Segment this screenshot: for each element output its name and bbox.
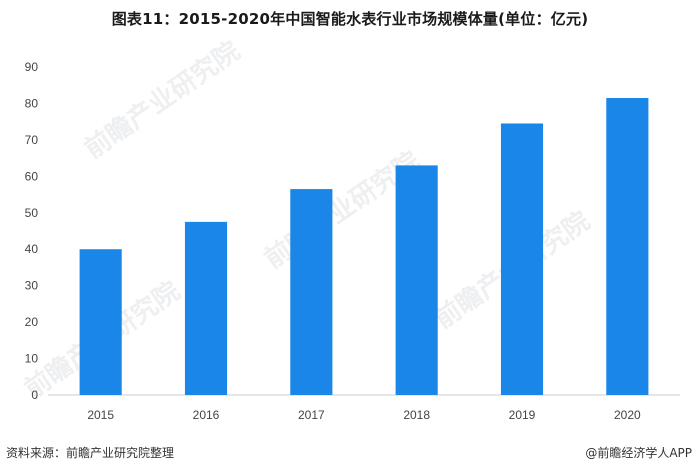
bar-2019	[500, 123, 544, 395]
y-tick-label: 80	[25, 96, 39, 110]
y-tick-label: 10	[25, 352, 39, 366]
y-tick-label: 0	[31, 388, 38, 402]
x-tick-label: 2016	[193, 408, 220, 422]
bar-2017	[290, 189, 333, 395]
bar-2016	[184, 221, 228, 395]
x-tick-label: 2019	[509, 408, 536, 422]
bar-2018	[395, 165, 438, 395]
y-tick-label: 70	[25, 133, 39, 147]
y-tick-label: 90	[25, 60, 39, 74]
source-note: 资料来源：前瞻产业研究院整理	[6, 446, 175, 460]
y-tick-label: 60	[25, 169, 39, 183]
x-tick-label: 2015	[87, 408, 114, 422]
bar-2015	[79, 249, 122, 395]
y-tick-label: 20	[25, 315, 39, 329]
y-tick-label: 50	[25, 206, 39, 220]
y-tick-label: 30	[25, 279, 39, 293]
bar-2020	[606, 97, 649, 395]
x-tick-label: 2017	[298, 408, 325, 422]
y-tick-label: 40	[25, 242, 39, 256]
brand-credit: @前瞻经济学人APP	[585, 444, 692, 461]
chart-title: 图表11：2015-2020年中国智能水表行业市场规模体量(单位：亿元)	[111, 10, 589, 28]
x-tick-label: 2020	[614, 408, 641, 422]
x-tick-label: 2018	[403, 408, 430, 422]
brand-text: @前瞻经济学人APP	[585, 446, 692, 460]
